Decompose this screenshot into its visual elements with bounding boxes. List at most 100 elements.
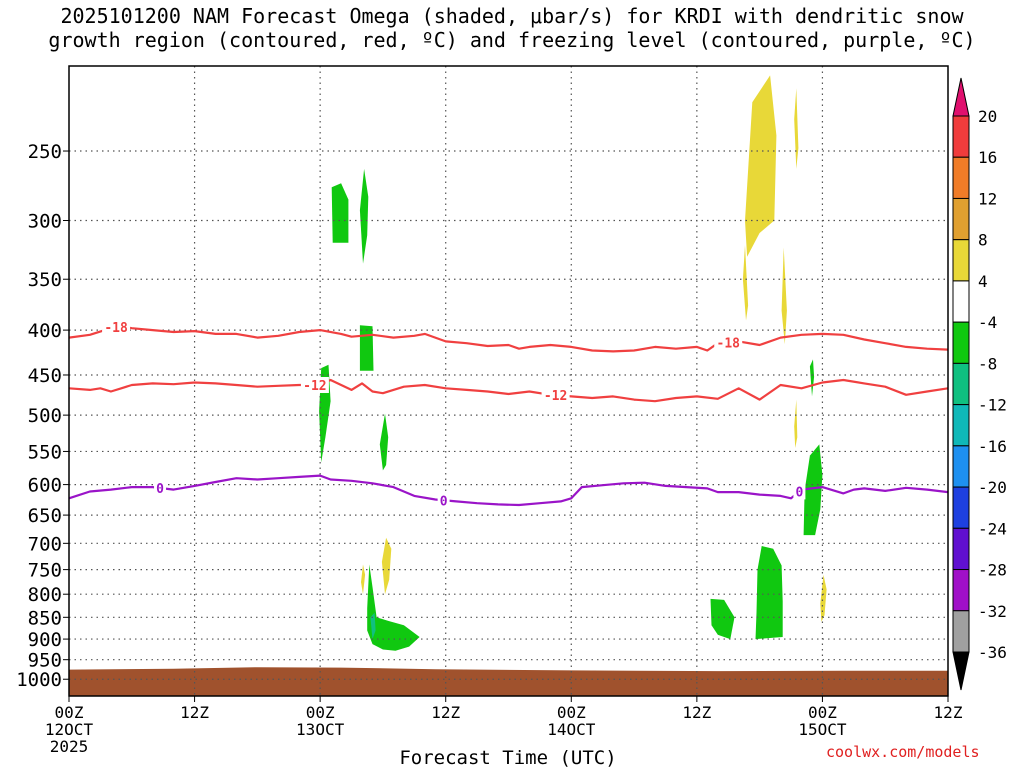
y-tick-label: 900 [28, 629, 62, 651]
omega-region [781, 247, 787, 345]
colorbar-label: -24 [978, 519, 1007, 538]
omega-region [367, 564, 420, 651]
colorbar-label: -12 [978, 396, 1007, 415]
contour-line [69, 325, 948, 353]
x-tick-label: 13OCT [296, 720, 345, 739]
y-tick-label: 600 [28, 475, 62, 497]
colorbar-segment [952, 569, 970, 612]
contour-label-bg [102, 319, 131, 336]
colorbar-label: 20 [978, 107, 997, 126]
chart-title: 2025101200 NAM Forecast Omega (shaded, μ… [0, 4, 1024, 52]
colorbar-label: 16 [978, 148, 997, 167]
omega-region [742, 245, 749, 321]
y-tick-label: 450 [28, 365, 62, 387]
x-tick-label: 14OCT [547, 720, 596, 739]
x-tick-label: 12Z [682, 703, 711, 722]
colorbar-top-arrow [952, 77, 970, 117]
y-tick-label: 400 [28, 320, 62, 342]
contour-label-bg [300, 377, 329, 394]
y-tick-label: 800 [28, 584, 62, 606]
omega-region [809, 359, 815, 397]
contour-label: -18 [717, 336, 741, 351]
colorbar-segment [952, 115, 970, 158]
omega-region [820, 574, 827, 622]
x-tick-label: 00Z [306, 703, 335, 722]
ground-fill [69, 667, 948, 696]
omega-region [381, 537, 392, 595]
colorbar-segment [952, 197, 970, 241]
x-axis-label: Forecast Time (UTC) [399, 747, 616, 768]
y-tick-label: 500 [28, 405, 62, 427]
colorbar-segment [952, 486, 970, 529]
omega-region [359, 168, 369, 264]
colorbar-label: 4 [978, 272, 988, 291]
contour-label: 0 [440, 494, 448, 509]
omega-region [803, 444, 823, 536]
x-tick-label: 00Z [808, 703, 837, 722]
colorbar-bottom-arrow [952, 651, 970, 691]
y-tick-label: 1000 [16, 669, 62, 691]
colorbar-segment [952, 321, 970, 364]
omega-region [361, 564, 366, 595]
colorbar: 20 16 12 8 4 -4 -8 -12 -16 -20 -24 -28 -32 -36 [952, 77, 1007, 691]
contour-label-bg [154, 480, 167, 497]
y-tick-label: 550 [28, 441, 62, 463]
omega-region [379, 413, 389, 471]
omega-region [359, 325, 374, 371]
plot-frame [68, 65, 949, 697]
colorbar-label: -32 [978, 602, 1007, 621]
colorbar-label: -28 [978, 561, 1007, 580]
colorbar-label: 8 [978, 231, 988, 250]
credit-text: coolwx.com/models [826, 743, 980, 761]
x-tick-label: 12OCT [45, 720, 94, 739]
omega-region [794, 88, 799, 169]
grid-layer [69, 66, 948, 696]
colorbar-segment [952, 156, 970, 199]
colorbar-segment [952, 362, 970, 406]
contour-label: -12 [303, 379, 326, 394]
x-tick-label: 15OCT [798, 720, 847, 739]
colorbar-segment [952, 527, 970, 571]
title-line-2: growth region (contoured, red, ºC) and f… [48, 28, 976, 52]
contour-line [69, 378, 948, 403]
contour-label: 0 [156, 482, 164, 497]
colorbar-label: -20 [978, 478, 1007, 497]
contour-label-bg [541, 387, 570, 404]
y-tick-label: 650 [28, 505, 62, 527]
colorbar-label: -8 [978, 354, 997, 373]
omega-region [331, 183, 349, 243]
contour-label-bg [437, 492, 450, 509]
x-tick-label: 2025 [50, 737, 89, 756]
colorbar-segment [952, 610, 970, 653]
contour-layer: -18 -18 -12 -12 0 0 0 [69, 319, 948, 509]
y-tick-label: 250 [28, 141, 62, 163]
colorbar-label: 12 [978, 189, 997, 208]
contour-line [69, 474, 948, 507]
y-axis: 2503003504004505005506006507007508008509… [16, 141, 69, 691]
ground-layer [69, 667, 948, 696]
omega-region [755, 546, 783, 640]
y-tick-label: 700 [28, 533, 62, 555]
contour-label-bg [793, 483, 806, 500]
colorbar-segment [952, 239, 970, 282]
omega-shading-layer [319, 75, 827, 651]
omega-region [370, 612, 376, 640]
x-tick-label: 00Z [557, 703, 586, 722]
y-tick-label: 850 [28, 607, 62, 629]
colorbar-segment [952, 280, 970, 323]
y-tick-label: 950 [28, 650, 62, 672]
omega-region [710, 598, 735, 640]
omega-region [794, 399, 798, 448]
contour-label-bg [714, 334, 743, 351]
contour-label: -12 [544, 389, 567, 404]
x-tick-label: 12Z [934, 703, 963, 722]
contour-label: 0 [795, 485, 803, 500]
omega-region [745, 75, 777, 257]
y-tick-label: 300 [28, 210, 62, 232]
x-tick-label: 00Z [55, 703, 84, 722]
colorbar-segment [952, 445, 970, 488]
colorbar-segment [952, 404, 970, 447]
title-line-1: 2025101200 NAM Forecast Omega (shaded, μ… [60, 4, 964, 28]
